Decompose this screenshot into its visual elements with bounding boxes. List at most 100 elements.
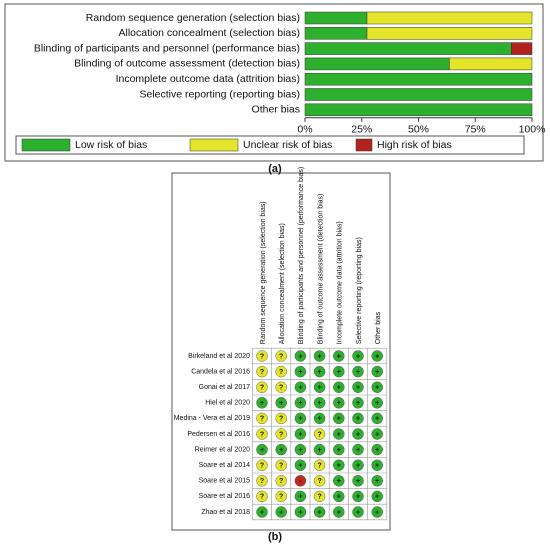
judgment-symbol: + [298, 463, 302, 470]
judgment-symbol: ? [279, 431, 283, 438]
judgment-symbol: + [356, 494, 360, 501]
judgment-symbol: ? [317, 463, 321, 470]
judgment-symbol: ? [317, 478, 321, 485]
judgment-dot [313, 365, 326, 378]
column-header: Allocation concealment (selection bias) [279, 223, 286, 344]
judgment-symbol: + [375, 416, 379, 423]
judgment-dot [256, 459, 268, 471]
judgment-symbol: + [356, 478, 360, 485]
bar-segment [304, 72, 533, 86]
judgment-dot [256, 381, 268, 393]
judgment-symbol: + [337, 494, 341, 501]
bar-segment [304, 27, 368, 40]
judgment-dot [275, 412, 287, 425]
study-label: Reimer et al 2020 [195, 446, 250, 453]
judgment-dot [313, 428, 326, 440]
judgment-dot [275, 459, 287, 471]
judgment-dot [333, 381, 345, 393]
judgment-symbol: + [375, 447, 379, 454]
judgment-symbol: ? [260, 431, 264, 438]
judgment-symbol: + [375, 400, 379, 407]
judgment-dot [275, 443, 287, 456]
x-tick-label: 100% [519, 124, 546, 136]
judgment-dot [352, 350, 364, 362]
study-label: Gonai et al 2017 [199, 384, 250, 391]
judgment-dot [371, 365, 383, 378]
bar-segment [304, 42, 512, 55]
judgment-symbol: ? [279, 353, 283, 360]
judgment-dot [352, 475, 364, 487]
judgment-dot [333, 412, 345, 425]
judgment-dot [294, 459, 307, 471]
judgment-symbol: + [318, 416, 322, 423]
panel-a-frame [4, 3, 544, 162]
judgment-dot [256, 397, 268, 409]
judgment-symbol: + [375, 463, 379, 470]
judgment-dot [333, 350, 345, 362]
judgment-dot [352, 459, 364, 471]
judgment-symbol: ? [317, 494, 321, 501]
study-label: Hiel et al 2020 [205, 400, 250, 407]
judgment-dot [333, 428, 345, 440]
category-label: Blinding of outcome assessment (detectio… [74, 58, 300, 70]
judgment-symbol: + [375, 385, 379, 392]
judgment-symbol: ? [260, 416, 264, 423]
judgment-symbol: ? [260, 478, 264, 485]
judgment-dot [313, 397, 326, 409]
judgment-symbol: + [337, 385, 341, 392]
judgment-symbol: + [318, 509, 322, 516]
legend-label: Low risk of bias [75, 139, 147, 151]
judgment-dot [352, 443, 364, 456]
judgment-symbol: + [356, 431, 360, 438]
judgment-symbol: + [318, 385, 322, 392]
judgment-symbol: + [337, 478, 341, 485]
category-label: Other bias [252, 104, 300, 116]
judgment-dot [256, 365, 268, 378]
judgment-dot [275, 506, 287, 518]
judgment-dot [294, 443, 307, 456]
judgment-dot [294, 365, 307, 378]
judgment-symbol: + [375, 478, 379, 485]
bar-segment [366, 27, 533, 40]
column-header: Blinding of participants and personnel (… [298, 167, 305, 344]
x-tick-label: 25% [351, 124, 372, 136]
study-label: Birkeland et al 2020 [188, 353, 250, 360]
judgment-symbol: + [260, 447, 264, 454]
judgment-dot [275, 365, 287, 378]
judgment-symbol: ? [260, 463, 264, 470]
judgment-symbol: ? [279, 369, 283, 376]
judgment-symbol: + [375, 431, 379, 438]
bar-segment [449, 57, 533, 71]
judgment-dot [294, 397, 307, 409]
judgment-dot [333, 397, 345, 409]
judgment-symbol: ? [260, 369, 264, 376]
judgment-dot [256, 506, 268, 518]
judgment-symbol: - [299, 478, 302, 485]
judgment-dot [294, 412, 307, 425]
caption: (a) [268, 163, 282, 175]
caption: (b) [268, 531, 282, 543]
bar-segment [304, 103, 533, 117]
judgment-symbol: ? [279, 494, 283, 501]
column-header: Random sequence generation (selection bi… [260, 201, 267, 344]
judgment-symbol: ? [317, 431, 321, 438]
judgment-symbol: ? [260, 385, 264, 392]
judgment-symbol: + [375, 509, 379, 516]
judgment-symbol: + [337, 353, 341, 360]
judgment-symbol: + [318, 353, 322, 360]
judgment-symbol: + [260, 400, 264, 407]
judgment-symbol: + [337, 431, 341, 438]
bar-segment [304, 88, 533, 101]
judgment-dot [275, 397, 287, 409]
judgment-symbol: ? [279, 385, 283, 392]
judgment-symbol: + [298, 400, 302, 407]
judgment-dot [333, 443, 345, 456]
judgment-dot [371, 397, 383, 409]
judgment-dot [371, 506, 383, 518]
column-header: Incomplete outcome data (attrition bias) [337, 221, 344, 344]
judgment-dot [294, 490, 307, 503]
judgment-dot [313, 443, 326, 456]
judgment-symbol: + [298, 447, 302, 454]
x-tick-label: 0% [297, 124, 312, 136]
